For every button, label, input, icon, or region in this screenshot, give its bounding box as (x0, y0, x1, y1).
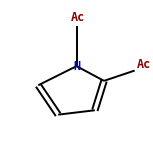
Text: Ac: Ac (137, 58, 151, 71)
Text: N: N (73, 60, 80, 73)
Text: Ac: Ac (71, 11, 85, 24)
